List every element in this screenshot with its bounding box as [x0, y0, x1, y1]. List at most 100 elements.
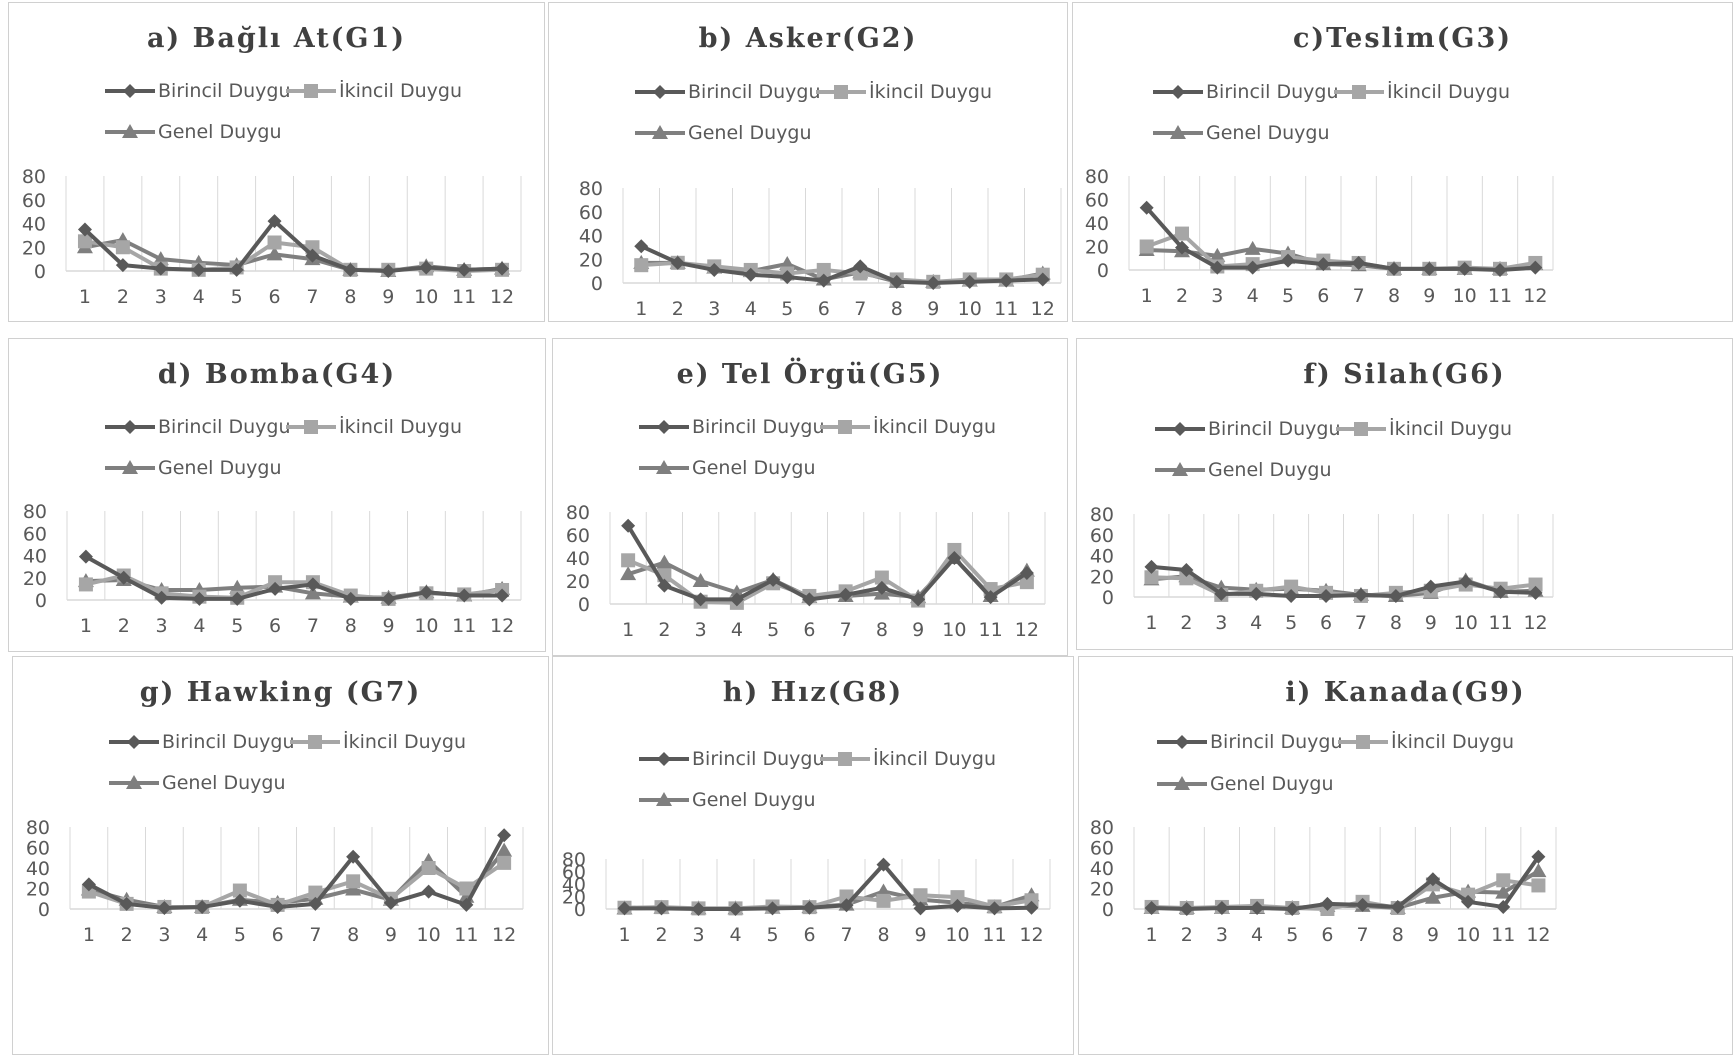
- y-tick-label: 80: [1090, 504, 1114, 526]
- x-tick-label: 8: [345, 615, 357, 637]
- y-tick-label: 60: [1085, 190, 1109, 212]
- data-point-primary: [802, 592, 817, 607]
- data-point-primary: [802, 900, 817, 915]
- legend-item-secondary: İkincil Duygu: [816, 79, 992, 105]
- data-point-primary: [421, 884, 436, 899]
- data-point-primary: [1249, 586, 1264, 601]
- legend-marker-icon: [656, 460, 672, 474]
- legend-marker-icon: [834, 85, 848, 99]
- data-point-primary: [1210, 260, 1225, 275]
- data-point-primary: [457, 262, 472, 277]
- legend-marker-icon: [838, 752, 852, 766]
- x-tick-label: 3: [692, 924, 704, 946]
- x-tick-label: 6: [268, 286, 280, 308]
- data-point-primary: [229, 262, 244, 277]
- x-tick-label: 8: [1388, 285, 1400, 307]
- legend-label: Genel Duygu: [1208, 459, 1332, 481]
- data-point-secondary: [77, 234, 92, 249]
- legend-item-secondary: İkincil Duygu: [290, 729, 466, 755]
- chart-panel: b) Asker(G2) Birincil Duygu İkincil Duygu G…: [548, 2, 1068, 322]
- data-point-overall: [620, 566, 637, 581]
- x-tick-label: 2: [117, 286, 129, 308]
- y-tick-label: 80: [26, 817, 50, 839]
- legend-label: Birincil Duygu: [692, 416, 825, 438]
- data-point-secondary: [497, 855, 512, 870]
- data-point-primary: [1179, 563, 1194, 578]
- data-point-primary: [1019, 565, 1034, 580]
- legend-label: Birincil Duygu: [158, 80, 291, 102]
- legend-label: Genel Duygu: [692, 457, 816, 479]
- data-point-primary: [1175, 240, 1189, 255]
- data-point-secondary: [267, 235, 282, 250]
- x-tick-label: 2: [658, 619, 670, 641]
- x-tick-label: 11: [1488, 285, 1512, 307]
- legend-marker-icon: [123, 420, 137, 434]
- y-tick-label: 60: [22, 190, 46, 212]
- x-tick-label: 6: [272, 924, 284, 946]
- data-point-primary: [1351, 255, 1366, 270]
- data-point-secondary: [78, 577, 93, 592]
- data-point-overall: [692, 573, 709, 587]
- x-tick-label: 3: [155, 286, 167, 308]
- legend-label: Genel Duygu: [158, 121, 282, 143]
- data-point-primary: [1387, 261, 1401, 276]
- legend-item-overall: Genel Duygu: [109, 770, 285, 796]
- x-tick-label: 4: [193, 286, 205, 308]
- legend-label: Genel Duygu: [688, 122, 812, 144]
- x-tick-label: 10: [1454, 612, 1478, 634]
- x-tick-label: 4: [1251, 924, 1263, 946]
- chart-panel: i) Kanada(G9) Birincil Duygu İkincil Duygu…: [1078, 656, 1733, 1055]
- data-point-secondary: [876, 893, 891, 908]
- data-point-secondary: [421, 861, 436, 875]
- y-tick-label: 20: [23, 568, 47, 590]
- legend-label: Birincil Duygu: [688, 81, 821, 103]
- legend-marker-icon: [652, 125, 668, 139]
- y-tick-label: 0: [35, 590, 47, 612]
- legend-marker-icon: [1354, 422, 1368, 436]
- data-point-primary: [889, 274, 904, 289]
- data-point-secondary: [1024, 893, 1039, 908]
- data-point-primary: [81, 877, 96, 892]
- legend-item-primary: Birincil Duygu: [105, 414, 291, 440]
- data-point-primary: [497, 828, 512, 843]
- legend-label: Birincil Duygu: [158, 416, 291, 438]
- data-point-overall: [1209, 247, 1226, 262]
- data-point-overall: [345, 881, 362, 896]
- data-point-primary: [1284, 588, 1299, 603]
- data-point-primary: [77, 222, 92, 237]
- legend-item-overall: Genel Duygu: [1153, 120, 1329, 146]
- x-tick-label: 7: [1355, 612, 1367, 634]
- data-point-primary: [926, 276, 941, 290]
- legend-label: Birincil Duygu: [692, 748, 825, 770]
- legend-item-secondary: İkincil Duygu: [1336, 416, 1512, 442]
- x-tick-label: 6: [1317, 285, 1329, 307]
- x-tick-label: 4: [1247, 285, 1259, 307]
- x-tick-label: 8: [891, 298, 903, 320]
- data-point-secondary: [874, 570, 889, 585]
- legend-marker-icon: [304, 420, 318, 434]
- x-tick-label: 4: [731, 619, 743, 641]
- data-point-primary: [947, 551, 962, 565]
- legend-item-overall: Genel Duygu: [1157, 771, 1333, 797]
- data-point-primary: [305, 577, 320, 592]
- legend-marker-icon: [122, 124, 138, 138]
- y-tick-label: 40: [562, 874, 586, 896]
- legend-item-primary: Birincil Duygu: [1155, 416, 1341, 442]
- x-tick-label: 5: [781, 298, 793, 320]
- legend-label: Birincil Duygu: [1206, 81, 1339, 103]
- x-tick-label: 11: [1491, 924, 1515, 946]
- x-tick-label: 12: [1019, 924, 1043, 946]
- data-point-primary: [1496, 899, 1511, 914]
- data-point-secondary: [1284, 579, 1299, 594]
- data-point-primary: [116, 570, 131, 585]
- x-tick-label: 5: [766, 924, 778, 946]
- chart-panel: d) Bomba(G4) Birincil Duygu İkincil Duygu G…: [8, 338, 546, 652]
- x-tick-label: 7: [307, 615, 319, 637]
- data-point-primary: [383, 895, 398, 910]
- data-point-primary: [195, 899, 210, 914]
- data-point-primary: [853, 259, 868, 274]
